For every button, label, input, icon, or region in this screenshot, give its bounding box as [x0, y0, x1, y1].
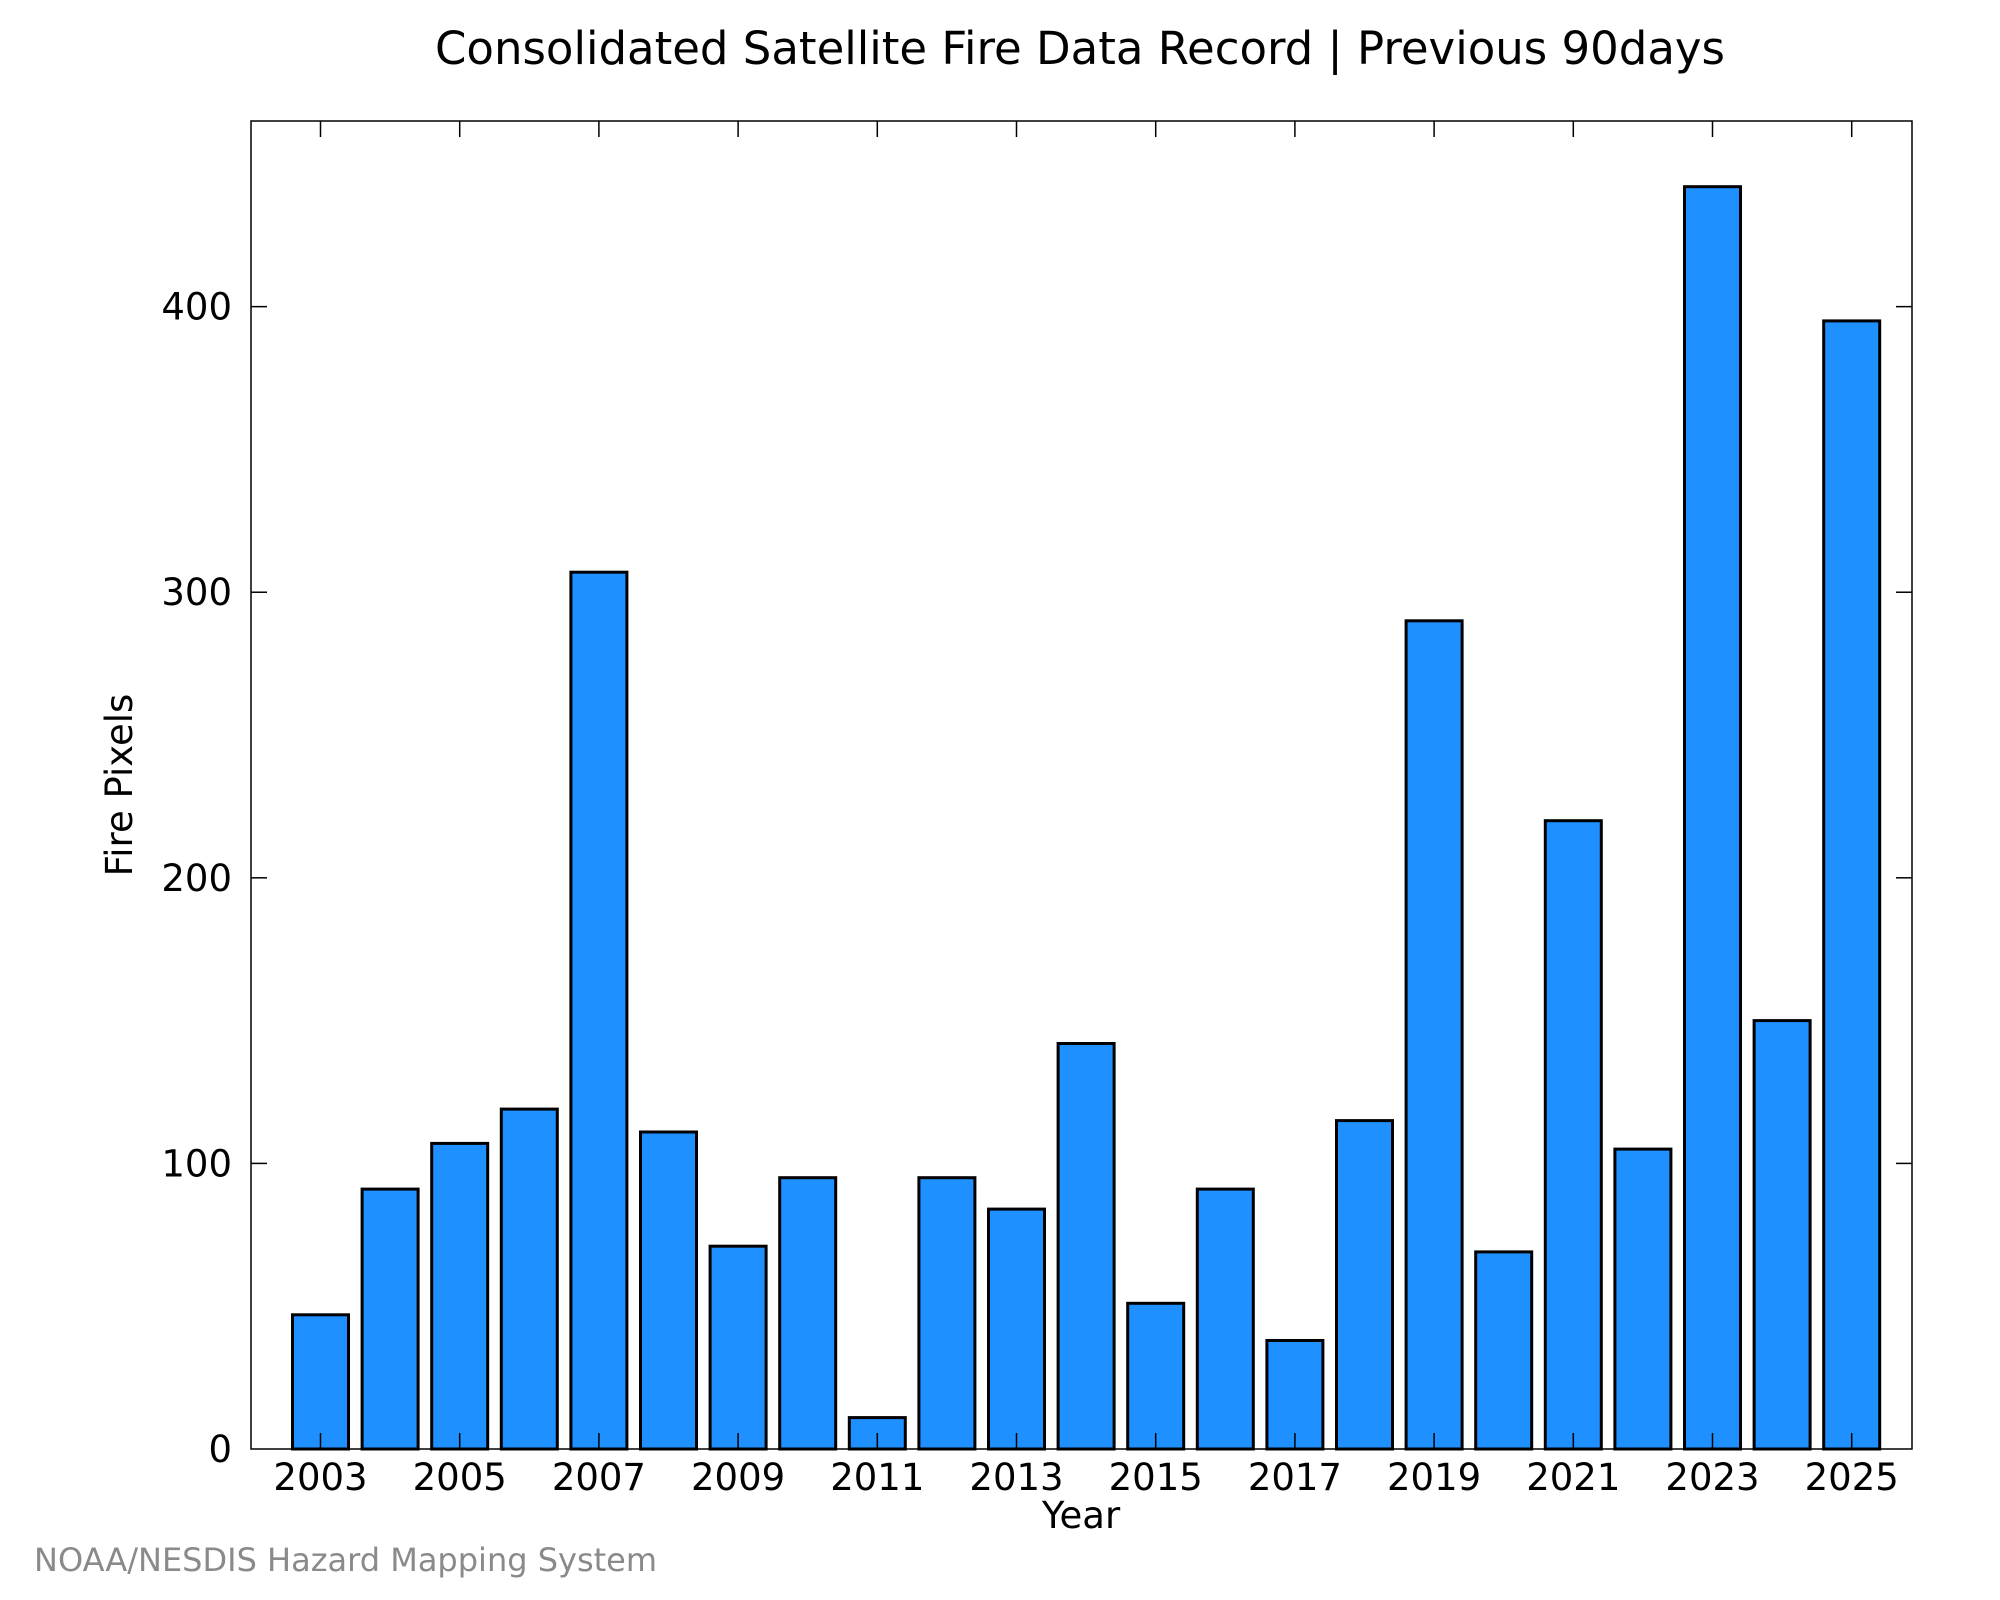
x-tick-label: 2013: [969, 1456, 1063, 1499]
x-tick-label: 2021: [1526, 1456, 1620, 1499]
x-tick-label: 2003: [273, 1456, 367, 1499]
bar-2023: [1683, 185, 1742, 1451]
bar-2010: [778, 1176, 838, 1451]
bar-2003: [291, 1313, 350, 1451]
bar-2015: [1126, 1301, 1186, 1451]
x-tick-label: 2015: [1109, 1456, 1203, 1499]
bar-2012: [917, 1176, 977, 1451]
x-tick-label: 2005: [413, 1456, 507, 1499]
y-tick-label: 400: [161, 286, 232, 329]
bar-2006: [499, 1107, 559, 1451]
bar-2014: [1056, 1042, 1116, 1451]
bar-2018: [1335, 1119, 1394, 1451]
bar-2016: [1195, 1187, 1255, 1451]
bar-2025: [1822, 319, 1882, 1451]
y-tick-label: 100: [161, 1142, 232, 1185]
bar-2007: [569, 570, 629, 1451]
bar-2013: [987, 1207, 1046, 1451]
bar-2021: [1543, 819, 1603, 1451]
x-tick-label: 2017: [1248, 1456, 1342, 1499]
y-axis-label: Fire Pixels: [98, 694, 141, 877]
bar-2008: [639, 1130, 698, 1451]
bar-2017: [1265, 1339, 1325, 1451]
bar-2004: [360, 1187, 420, 1451]
x-tick-label: 2019: [1387, 1456, 1481, 1499]
bar-2005: [430, 1141, 490, 1451]
bar-2020: [1474, 1250, 1534, 1451]
plot-area: 2003 2005 2007 2009 2011 2013 2015 2017 2019 2021…: [161, 120, 1913, 1499]
y-tick-label: 300: [161, 571, 232, 614]
x-axis-ticks: 2003 2005 2007 2009 2011 2013 2015 2017 2019 2021…: [273, 121, 1899, 1499]
chart-title: Consolidated Satellite Fire Data Record …: [435, 22, 1725, 75]
x-tick-label: 2023: [1665, 1456, 1759, 1499]
x-tick-label: 2011: [830, 1456, 924, 1499]
bars: [291, 185, 1882, 1451]
y-axis-ticks: 0 100 200 300 400: [161, 286, 1912, 1471]
x-tick-label: 2025: [1805, 1456, 1899, 1499]
x-axis-label: Year: [1041, 1494, 1121, 1537]
bar-2009: [708, 1244, 768, 1451]
bar-2024: [1752, 1019, 1812, 1451]
y-tick-label: 0: [208, 1428, 232, 1471]
y-tick-label: 200: [161, 857, 232, 900]
x-tick-label: 2007: [552, 1456, 646, 1499]
credit-text: NOAA/NESDIS Hazard Mapping System: [34, 1541, 657, 1579]
x-tick-label: 2009: [691, 1456, 785, 1499]
bar-2022: [1613, 1147, 1673, 1451]
bar-2019: [1404, 619, 1464, 1451]
